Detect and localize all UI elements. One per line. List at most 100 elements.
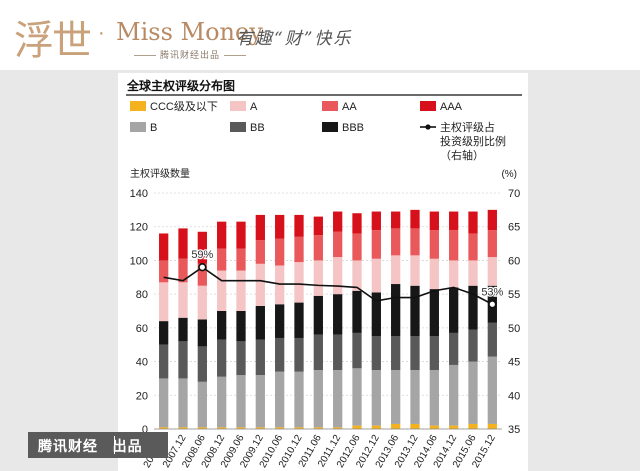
y2-tick-label: 70 <box>508 188 520 200</box>
bar-segment-aa <box>487 230 497 258</box>
bar-segment-b <box>178 378 188 428</box>
bar-segment-aa <box>197 263 207 286</box>
legend-label: CCC级及以下 <box>150 100 218 113</box>
bar-segment-aa <box>391 228 401 256</box>
stacked-bar-chart: 全球主权评级分布图 主权评级数量 (%) 59% 53% 0 20 40 60 80 100… <box>126 78 522 470</box>
bar-segment-ccc <box>410 423 420 429</box>
bar-segment-aaa <box>236 221 246 249</box>
bar-segment-ccc <box>429 425 439 429</box>
bar-segment-b <box>217 376 227 428</box>
bar-segment-bbb <box>429 289 439 337</box>
y-tick-label: 80 <box>136 289 148 301</box>
bar-segment-a <box>197 285 207 320</box>
bar-segment-ccc <box>197 427 207 429</box>
bar-segment-aaa <box>217 221 227 249</box>
bar-segment-ccc <box>352 425 362 429</box>
ratio-marker <box>488 300 497 309</box>
bar-segment-aaa <box>197 231 207 264</box>
bar-segment-aa <box>217 248 227 271</box>
bar-segment-bbb <box>391 284 401 337</box>
ratio-marker <box>198 262 207 272</box>
bar-segment-bbb <box>371 292 381 337</box>
legend-label: 投资级别比例 <box>440 134 506 148</box>
bar-segment-bbb <box>468 285 478 330</box>
bar-segment-bb <box>371 336 381 370</box>
legend-label: B <box>150 122 157 134</box>
bar-segment-bbb <box>275 304 285 338</box>
legend-label: AAA <box>440 101 463 113</box>
bar-segment-aa <box>255 240 265 264</box>
bar-segment-aa <box>371 230 381 259</box>
bar-segment-a <box>236 270 246 311</box>
bar-segment-a <box>294 262 304 303</box>
bar-segment-bbb <box>294 302 304 338</box>
bar-segment-aaa <box>391 211 401 229</box>
publisher-watermark: 腾讯财经 出品 <box>28 432 168 458</box>
legend-line-marker <box>425 124 431 130</box>
bar-segment-bb <box>352 332 362 369</box>
bar-segment-ccc <box>487 423 497 429</box>
bar-segment-b <box>159 378 169 428</box>
chart-panel: 全球主权评级分布图 主权评级数量 (%) 59% 53% 0 20 40 60 80 100… <box>118 73 528 471</box>
y-tick-label: 60 <box>136 323 148 335</box>
bar-segment-a <box>391 255 401 285</box>
legend-label: 主权评级占 <box>440 120 495 134</box>
watermark-divider <box>114 436 115 454</box>
legend-label: AA <box>342 101 357 113</box>
bar-segment-ccc <box>468 423 478 429</box>
bar-segment-bbb <box>236 311 246 342</box>
bar-segment-b <box>371 370 381 426</box>
y-tick-label: 140 <box>130 188 148 200</box>
bar-segment-aa <box>159 260 169 283</box>
bar-segment-bbb <box>333 294 343 335</box>
bar-segment-b <box>391 370 401 424</box>
bar-segment-bb <box>487 322 497 357</box>
bar-segment-ccc <box>449 425 459 429</box>
y-tick-label: 100 <box>130 255 148 267</box>
bar-segment-bbb <box>217 311 227 340</box>
bar-segment-aa <box>313 235 323 261</box>
y2-tick-label: 35 <box>508 424 520 436</box>
bar-segment-aaa <box>255 214 265 241</box>
bar-segment-bbb <box>197 319 207 347</box>
legend-swatch-aaa <box>420 101 436 111</box>
bar-segment-aaa <box>371 211 381 231</box>
y2-tick-label: 45 <box>508 357 520 369</box>
legend-swatch-bbb <box>322 122 338 132</box>
bar-segment-a <box>159 282 169 322</box>
bar-segment-ccc <box>255 427 265 429</box>
bar-segment-aa <box>236 248 246 271</box>
bar-segment-a <box>468 260 478 286</box>
bar-segment-a <box>487 257 497 286</box>
bar-segment-aaa <box>294 214 304 237</box>
bar-segment-bb <box>449 332 459 365</box>
bar-segment-b <box>352 368 362 426</box>
bar-segment-aa <box>468 233 478 261</box>
line-annotation: 59% <box>191 249 213 261</box>
y-axis-label: 主权评级数量 <box>130 167 190 180</box>
bar-segment-b <box>275 371 285 428</box>
bar-segment-bbb <box>159 321 169 345</box>
bar-segment-ccc <box>178 427 188 429</box>
bar-segment-bbb <box>255 305 265 340</box>
bar-segment-ccc <box>294 427 304 429</box>
bar-segment-b <box>429 370 439 426</box>
bar-segment-a <box>371 258 381 293</box>
y-tick-label: 40 <box>136 357 148 369</box>
bar-segment-a <box>178 282 188 318</box>
brand-logo-glyph: 浮世 <box>14 18 92 64</box>
y2-axis-label: (%) <box>501 169 517 180</box>
y2-tick-label: 55 <box>508 289 520 301</box>
bar-segment-a <box>255 263 265 306</box>
bar-segment-aaa <box>429 211 439 231</box>
bar-segment-aa <box>178 258 188 283</box>
bar-segment-aaa <box>449 211 459 231</box>
bar-segment-aaa <box>275 214 285 239</box>
bar-segment-bb <box>410 336 420 370</box>
y2-tick-label: 60 <box>508 255 520 267</box>
legend-label: （右轴） <box>440 148 484 162</box>
bar-segment-bb <box>197 346 207 382</box>
bar-segment-bb <box>275 337 285 372</box>
axis-tick-labels: 02040608010012014035404550556065702007.0… <box>130 188 521 470</box>
